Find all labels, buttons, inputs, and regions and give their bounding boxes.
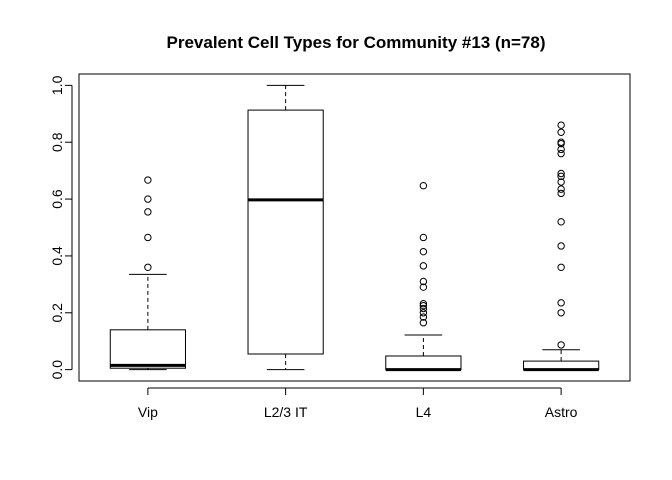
outlier-point bbox=[419, 262, 428, 270]
outlier-point bbox=[557, 145, 565, 154]
outlier-point bbox=[419, 313, 428, 321]
x-tick-label: L2/3 IT bbox=[264, 404, 308, 420]
x-axis: Vip L2/3 IT L4 Astro bbox=[138, 387, 578, 420]
y-tick-label: 0.8 bbox=[49, 132, 65, 152]
plot-frame bbox=[78, 73, 631, 382]
outlier-point bbox=[419, 233, 428, 242]
outlier-point bbox=[144, 176, 152, 184]
outlier-point bbox=[419, 277, 428, 286]
iqr-box bbox=[109, 329, 186, 369]
outlier-point bbox=[419, 299, 428, 308]
outlier-point bbox=[557, 341, 565, 349]
chart-title: Prevalent Cell Types for Community #13 (… bbox=[167, 33, 546, 52]
x-tick-label: Vip bbox=[138, 404, 158, 420]
box-l4 bbox=[385, 182, 462, 372]
outlier-point bbox=[557, 128, 565, 136]
outlier-point bbox=[557, 218, 565, 226]
y-tick-label: 1.0 bbox=[49, 75, 65, 95]
outlier-point bbox=[419, 182, 428, 190]
iqr-box bbox=[385, 355, 462, 371]
y-tick-label: 0.4 bbox=[49, 246, 65, 266]
box-vip bbox=[109, 176, 186, 371]
outlier-point bbox=[557, 149, 565, 158]
y-axis: 0.0 0.2 0.4 0.6 0.8 1.0 bbox=[49, 75, 73, 380]
outlier-point bbox=[557, 178, 565, 186]
outlier-point bbox=[144, 263, 152, 271]
outlier-point bbox=[557, 242, 565, 250]
outlier-point bbox=[144, 208, 152, 216]
outlier-point bbox=[419, 304, 428, 313]
x-tick-label: L4 bbox=[416, 404, 432, 420]
outlier-point bbox=[557, 189, 565, 198]
boxes-group bbox=[109, 84, 600, 372]
outlier-point bbox=[144, 233, 152, 242]
y-tick-label: 0.2 bbox=[49, 303, 65, 323]
outlier-point bbox=[557, 299, 565, 307]
outlier-point bbox=[557, 121, 565, 129]
y-tick-label: 0.6 bbox=[49, 189, 65, 209]
outlier-point bbox=[557, 172, 565, 181]
outlier-point bbox=[419, 247, 428, 256]
outlier-point bbox=[557, 169, 565, 178]
outlier-point bbox=[419, 301, 428, 310]
box-l2-3-it bbox=[247, 84, 324, 371]
outlier-point bbox=[419, 309, 428, 317]
iqr-box bbox=[247, 109, 324, 355]
outlier-point bbox=[557, 185, 565, 193]
outlier-point bbox=[144, 195, 152, 203]
x-tick-label: Astro bbox=[545, 404, 578, 420]
outlier-point bbox=[557, 309, 565, 317]
box-astro bbox=[523, 121, 600, 372]
outlier-point bbox=[419, 319, 428, 327]
y-tick-label: 0.0 bbox=[49, 360, 65, 380]
outlier-point bbox=[419, 283, 428, 291]
outlier-point bbox=[557, 138, 565, 146]
outlier-point bbox=[557, 263, 565, 271]
